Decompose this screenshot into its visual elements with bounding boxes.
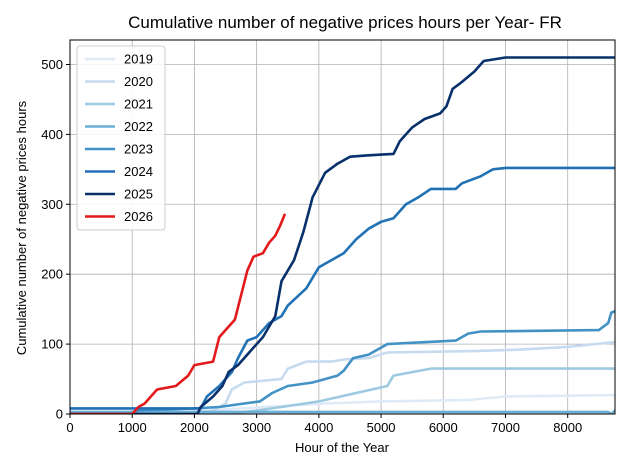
legend-label-2023: 2023 xyxy=(124,142,153,157)
x-tick-label: 3000 xyxy=(242,420,271,435)
x-tick-label: 4000 xyxy=(304,420,333,435)
legend-label-2021: 2021 xyxy=(124,97,153,112)
y-tick-label: 500 xyxy=(41,57,63,72)
axes-frame xyxy=(69,39,616,415)
x-tick-label: 0 xyxy=(66,420,73,435)
series-line-2022 xyxy=(70,409,615,414)
y-tick-label: 0 xyxy=(56,407,63,422)
series-line-2025 xyxy=(70,56,615,414)
series-line-2024 xyxy=(70,166,615,410)
x-tick-label: 8000 xyxy=(553,420,582,435)
legend-label-2024: 2024 xyxy=(124,164,153,179)
series-group xyxy=(70,56,615,414)
chart-title: Cumulative number of negative prices hou… xyxy=(128,13,562,32)
x-axis-label: Hour of the Year xyxy=(295,440,390,455)
x-tick-label: 6000 xyxy=(429,420,458,435)
series-line-2020 xyxy=(70,340,615,414)
legend-label-2026: 2026 xyxy=(124,209,153,224)
series-line-2023 xyxy=(70,309,615,414)
x-tick-label: 2000 xyxy=(180,420,209,435)
y-tick-label: 100 xyxy=(41,337,63,352)
legend-label-2022: 2022 xyxy=(124,119,153,134)
x-tick-label: 5000 xyxy=(367,420,396,435)
legend-label-2019: 2019 xyxy=(124,52,153,67)
legend-label-2025: 2025 xyxy=(124,187,153,202)
x-tick-label: 7000 xyxy=(491,420,520,435)
legend-box xyxy=(76,45,166,231)
y-axis-label: Cumulative number of negative prices hou… xyxy=(14,100,29,355)
series-line-2026 xyxy=(70,213,286,414)
y-tick-label: 300 xyxy=(41,197,63,212)
y-tick-label: 200 xyxy=(41,267,63,282)
legend-label-2020: 2020 xyxy=(124,74,153,89)
x-tick-label: 1000 xyxy=(118,420,147,435)
legend: 2019 2020 2021 2022 2023 2024 2025 2026 xyxy=(76,45,166,231)
y-tick-label: 400 xyxy=(41,127,63,142)
